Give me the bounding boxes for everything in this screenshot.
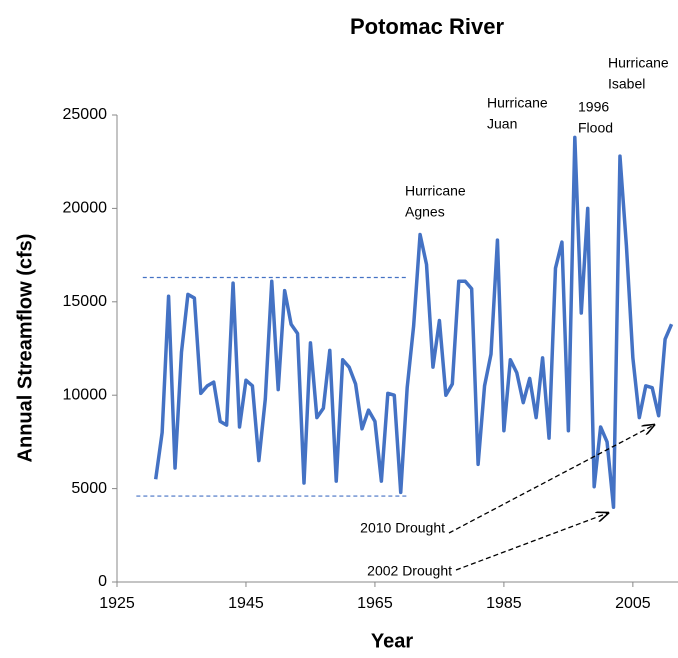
x-tick-label: 1925 (99, 595, 135, 612)
annotation: 1996 (578, 99, 609, 115)
chart-title: Potomac River (350, 14, 504, 39)
annotation: Hurricane (405, 183, 466, 199)
x-axis-label: Year (371, 630, 413, 652)
data-line (153, 135, 674, 510)
y-tick-label: 5000 (71, 480, 107, 497)
annotation: Juan (487, 116, 517, 132)
annotation: Agnes (405, 204, 445, 220)
x-tick-label: 1965 (357, 595, 393, 612)
arrow (448, 425, 654, 534)
annotation: Flood (578, 120, 613, 136)
y-tick-label: 20000 (63, 200, 108, 217)
y-tick-label: 10000 (63, 386, 108, 403)
x-tick-label: 1945 (228, 595, 264, 612)
annotation: 2010 Drought (360, 520, 445, 536)
x-tick-label: 2005 (615, 595, 651, 612)
annotation: Isabel (608, 76, 645, 92)
x-tick-label: 1985 (486, 595, 522, 612)
annotation: 2002 Drought (367, 563, 452, 579)
annotation: Hurricane (608, 55, 669, 71)
y-tick-label: 0 (98, 573, 107, 590)
y-axis-label: Annual Streamflow (cfs) (14, 234, 36, 463)
y-tick-label: 15000 (63, 293, 108, 310)
y-tick-label: 25000 (63, 106, 108, 123)
arrow (455, 513, 608, 571)
annotation: Hurricane (487, 95, 548, 111)
